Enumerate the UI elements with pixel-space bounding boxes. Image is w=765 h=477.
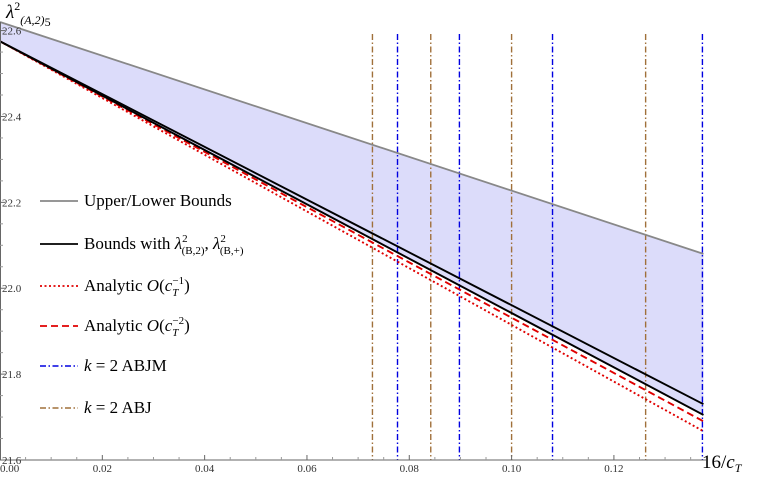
legend-item-abjm: k = 2 ABJM (40, 356, 167, 375)
vertical-lines-layer (371, 34, 704, 460)
series-layer (0, 21, 704, 433)
legend-label-analytic-1: Analytic O(cT−1) (84, 275, 190, 299)
legend-item-bounds-with: Bounds with λ2 (B,2), λ2 (B,+) (40, 233, 244, 257)
y-tick-label: 22.2 (2, 197, 21, 209)
y-tick-label: 21.8 (2, 369, 22, 381)
x-axis-label: 16/cT (702, 452, 743, 475)
x-tick-label: 0.10 (502, 463, 522, 475)
x-tick-label: 0.12 (604, 463, 623, 475)
upper-bound-line (0, 21, 704, 255)
y-tick-label: 21.6 (2, 455, 22, 467)
bounds-with-upper-line (0, 40, 704, 406)
x-tick-label: 0.00 (0, 463, 20, 475)
x-tick-label: 0.02 (93, 463, 112, 475)
legend-item-analytic-2: Analytic O(cT−2) (40, 315, 190, 339)
legend-item-abj: k = 2 ABJ (40, 398, 152, 417)
x-tick-label: 0.04 (195, 463, 215, 475)
legend-label-upper-lower: Upper/Lower Bounds (84, 191, 232, 210)
x-tick-label: 0.06 (297, 463, 317, 475)
legend-item-analytic-1: Analytic O(cT−1) (40, 275, 190, 299)
shaded-band-layer (0, 22, 704, 415)
y-tick-label: 22.4 (2, 111, 22, 123)
legend-label-abj: k = 2 ABJ (84, 398, 152, 417)
ticks-layer: 0.00 0.02 0.04 0.06 0.08 0.10 0.12 21.6 21.8 22.0… (0, 26, 692, 475)
shaded-bound-region (0, 22, 704, 415)
legend: Upper/Lower Bounds Bounds with λ2 (B,2), … (40, 191, 244, 417)
legend-label-abjm: k = 2 ABJM (84, 356, 167, 375)
legend-label-analytic-2: Analytic O(cT−2) (84, 315, 190, 339)
analytic-order1-line (0, 40, 704, 433)
x-tick-label: 0.08 (400, 463, 420, 475)
y-tick-label: 22.0 (2, 283, 22, 295)
y-tick-label: 22.6 (2, 26, 22, 38)
legend-item-upper-lower: Upper/Lower Bounds (40, 191, 232, 210)
legend-label-bounds-with: Bounds with λ2 (B,2), λ2 (B,+) (84, 233, 244, 257)
bounds-with-lower-line (0, 40, 704, 416)
